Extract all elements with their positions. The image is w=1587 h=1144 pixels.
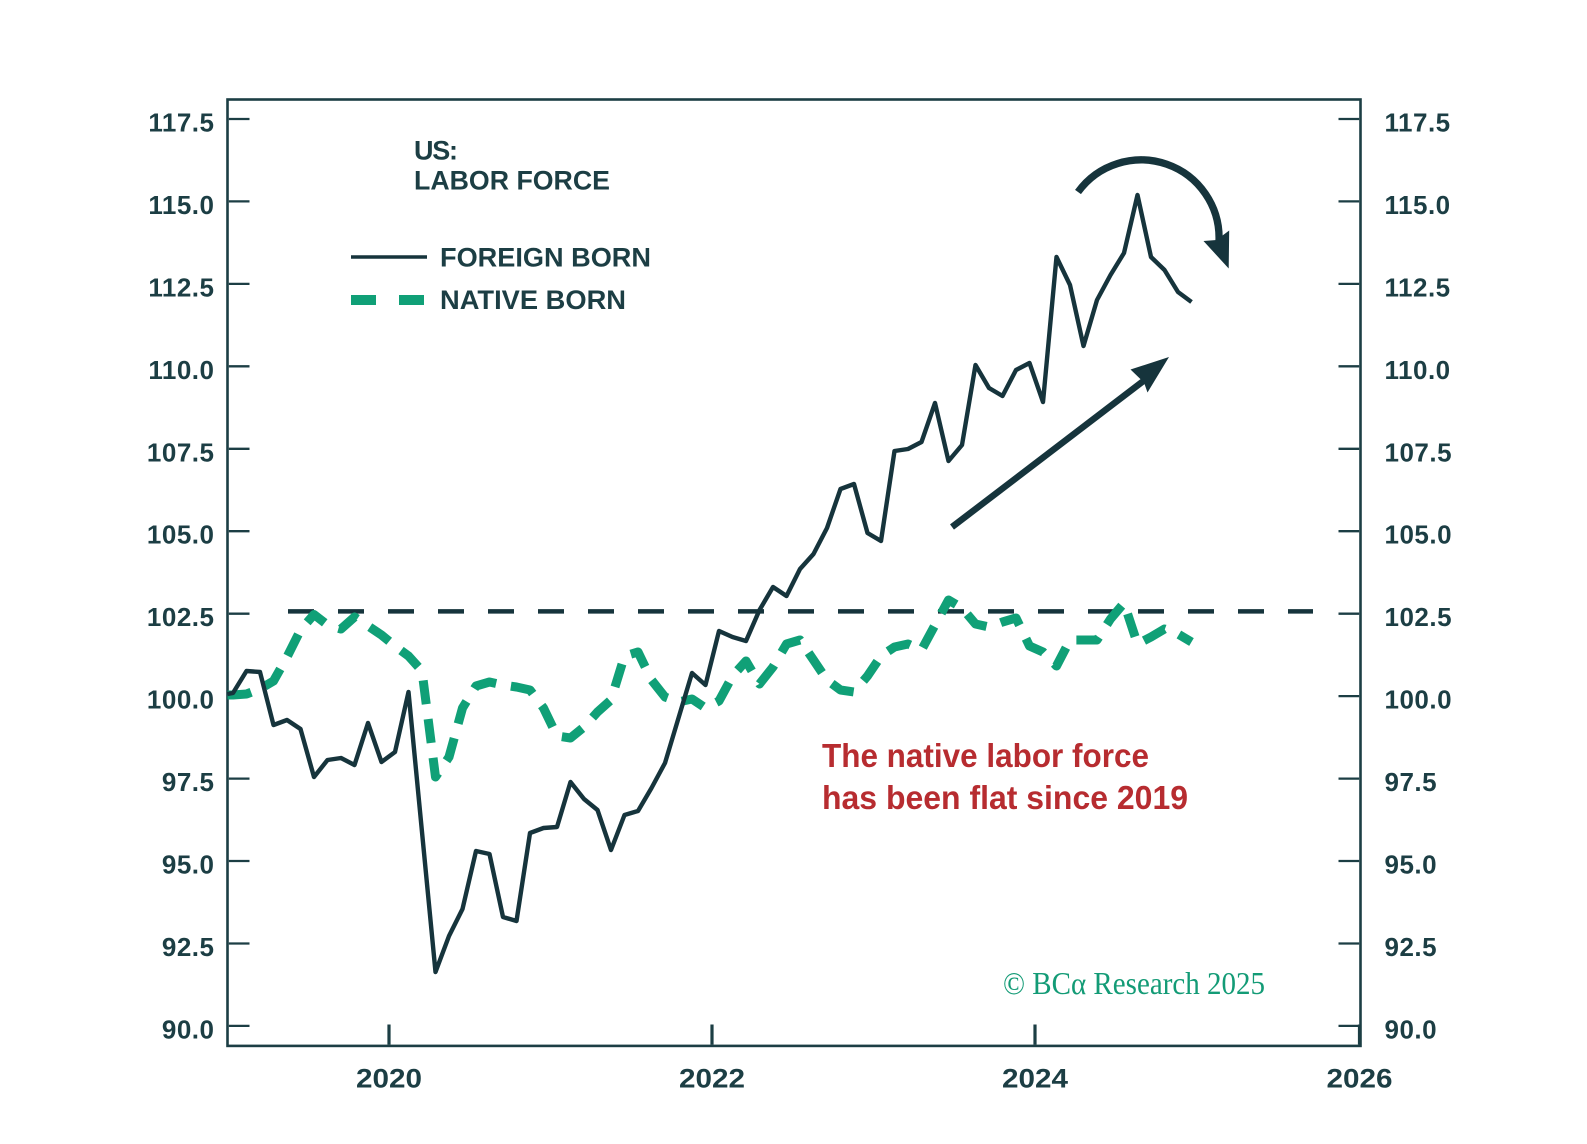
svg-text:92.5: 92.5	[162, 932, 215, 962]
svg-text:117.5: 117.5	[148, 108, 214, 138]
svg-text:102.5: 102.5	[1385, 602, 1453, 632]
svg-text:2022: 2022	[679, 1064, 745, 1094]
svg-text:105.0: 105.0	[147, 520, 215, 550]
svg-text:105.0: 105.0	[1385, 520, 1453, 550]
svg-text:2026: 2026	[1327, 1064, 1393, 1094]
svg-text:97.5: 97.5	[1385, 767, 1438, 797]
svg-text:has been flat since 2019: has been flat since 2019	[822, 779, 1188, 816]
svg-text:107.5: 107.5	[147, 437, 215, 467]
svg-text:2024: 2024	[1002, 1064, 1068, 1094]
svg-text:110.0: 110.0	[148, 355, 214, 385]
svg-text:112.5: 112.5	[1385, 272, 1451, 302]
svg-text:NATIVE BORN: NATIVE BORN	[440, 285, 626, 315]
svg-text:90.0: 90.0	[1385, 1014, 1438, 1044]
svg-text:US:: US:	[414, 136, 458, 166]
svg-text:92.5: 92.5	[1385, 932, 1438, 962]
svg-text:100.0: 100.0	[147, 685, 215, 715]
svg-text:117.5: 117.5	[1385, 108, 1451, 138]
svg-text:95.0: 95.0	[1385, 850, 1438, 880]
svg-text:LABOR FORCE: LABOR FORCE	[414, 166, 610, 196]
svg-text:107.5: 107.5	[1385, 437, 1453, 467]
svg-text:110.0: 110.0	[1385, 355, 1451, 385]
svg-text:2020: 2020	[356, 1064, 422, 1094]
svg-text:100.0: 100.0	[1385, 685, 1453, 715]
svg-text:90.0: 90.0	[162, 1014, 215, 1044]
svg-text:115.0: 115.0	[1385, 190, 1451, 220]
svg-text:95.0: 95.0	[162, 850, 215, 880]
svg-text:© BCα Research 2025: © BCα Research 2025	[1003, 965, 1265, 1001]
svg-text:The native labor force: The native labor force	[822, 737, 1149, 774]
svg-text:97.5: 97.5	[162, 767, 215, 797]
svg-text:115.0: 115.0	[148, 190, 214, 220]
svg-text:112.5: 112.5	[148, 272, 214, 302]
svg-text:FOREIGN BORN: FOREIGN BORN	[440, 243, 651, 273]
svg-text:102.5: 102.5	[147, 602, 215, 632]
